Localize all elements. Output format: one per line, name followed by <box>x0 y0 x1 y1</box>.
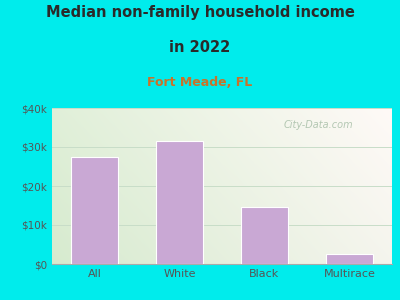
Text: City-Data.com: City-Data.com <box>283 121 353 130</box>
Bar <box>71 157 118 264</box>
Text: Median non-family household income: Median non-family household income <box>46 4 354 20</box>
Bar <box>156 141 203 264</box>
Bar <box>241 208 288 264</box>
Bar <box>326 254 373 264</box>
Text: in 2022: in 2022 <box>169 40 231 56</box>
Text: Fort Meade, FL: Fort Meade, FL <box>147 76 253 89</box>
